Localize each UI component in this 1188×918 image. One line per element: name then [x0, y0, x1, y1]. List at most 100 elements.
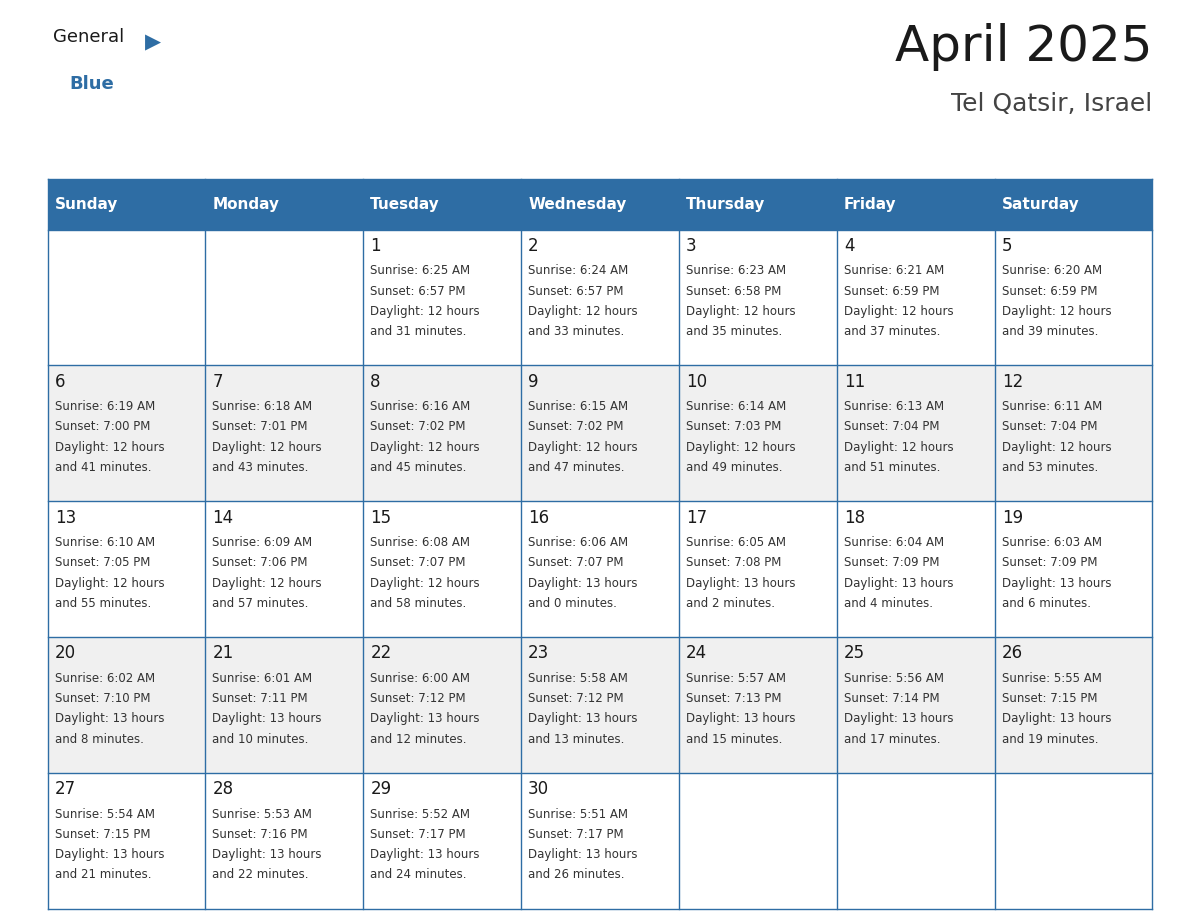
Bar: [994, 179, 1152, 230]
Text: and 51 minutes.: and 51 minutes.: [843, 461, 940, 474]
Text: ▶: ▶: [145, 32, 160, 52]
Bar: [994, 773, 1152, 909]
Text: Sunset: 7:15 PM: Sunset: 7:15 PM: [1001, 692, 1098, 705]
Text: 15: 15: [371, 509, 391, 527]
Text: Sunset: 7:06 PM: Sunset: 7:06 PM: [213, 556, 308, 569]
Bar: [364, 365, 522, 501]
Text: and 45 minutes.: and 45 minutes.: [371, 461, 467, 474]
Text: Sunrise: 5:51 AM: Sunrise: 5:51 AM: [529, 808, 628, 821]
Text: Sunset: 7:09 PM: Sunset: 7:09 PM: [843, 556, 940, 569]
Text: and 33 minutes.: and 33 minutes.: [529, 325, 625, 338]
Text: Sunrise: 6:19 AM: Sunrise: 6:19 AM: [55, 400, 154, 413]
Text: and 0 minutes.: and 0 minutes.: [529, 597, 617, 610]
Bar: [836, 230, 994, 365]
Bar: [678, 773, 836, 909]
Text: 11: 11: [843, 373, 865, 391]
Text: Daylight: 13 hours: Daylight: 13 hours: [213, 848, 322, 861]
Text: Daylight: 13 hours: Daylight: 13 hours: [1001, 577, 1111, 589]
Bar: [48, 637, 206, 773]
Text: 10: 10: [685, 373, 707, 391]
Text: Sunset: 7:07 PM: Sunset: 7:07 PM: [529, 556, 624, 569]
Text: and 58 minutes.: and 58 minutes.: [371, 597, 467, 610]
Text: Daylight: 13 hours: Daylight: 13 hours: [55, 712, 164, 725]
Text: Daylight: 12 hours: Daylight: 12 hours: [685, 305, 796, 318]
Text: and 12 minutes.: and 12 minutes.: [371, 733, 467, 745]
Bar: [206, 230, 364, 365]
Bar: [678, 365, 836, 501]
Text: 20: 20: [55, 644, 76, 663]
Text: Sunrise: 6:20 AM: Sunrise: 6:20 AM: [1001, 264, 1101, 277]
Text: Daylight: 13 hours: Daylight: 13 hours: [529, 848, 638, 861]
Text: Sunset: 7:15 PM: Sunset: 7:15 PM: [55, 828, 150, 841]
Text: 23: 23: [529, 644, 549, 663]
Text: Daylight: 13 hours: Daylight: 13 hours: [371, 848, 480, 861]
Text: 6: 6: [55, 373, 65, 391]
Text: and 4 minutes.: and 4 minutes.: [843, 597, 933, 610]
Text: April 2025: April 2025: [895, 23, 1152, 71]
Text: Sunrise: 6:16 AM: Sunrise: 6:16 AM: [371, 400, 470, 413]
Text: 27: 27: [55, 780, 76, 799]
Text: and 41 minutes.: and 41 minutes.: [55, 461, 151, 474]
Text: Sunset: 7:02 PM: Sunset: 7:02 PM: [371, 420, 466, 433]
Text: and 13 minutes.: and 13 minutes.: [529, 733, 625, 745]
Bar: [48, 230, 206, 365]
Text: Daylight: 12 hours: Daylight: 12 hours: [1001, 441, 1111, 453]
Text: Daylight: 13 hours: Daylight: 13 hours: [213, 712, 322, 725]
Text: Daylight: 13 hours: Daylight: 13 hours: [1001, 712, 1111, 725]
Text: and 35 minutes.: and 35 minutes.: [685, 325, 782, 338]
Text: Monday: Monday: [213, 196, 279, 212]
Text: 8: 8: [371, 373, 381, 391]
Text: 17: 17: [685, 509, 707, 527]
Text: Daylight: 12 hours: Daylight: 12 hours: [843, 441, 954, 453]
Text: Daylight: 13 hours: Daylight: 13 hours: [371, 712, 480, 725]
Bar: [994, 637, 1152, 773]
Text: Daylight: 12 hours: Daylight: 12 hours: [55, 577, 164, 589]
Text: Sunset: 7:17 PM: Sunset: 7:17 PM: [529, 828, 624, 841]
Bar: [206, 773, 364, 909]
Text: and 17 minutes.: and 17 minutes.: [843, 733, 941, 745]
Text: Sunset: 7:07 PM: Sunset: 7:07 PM: [371, 556, 466, 569]
Text: Sunset: 7:03 PM: Sunset: 7:03 PM: [685, 420, 782, 433]
Text: Sunrise: 6:00 AM: Sunrise: 6:00 AM: [371, 672, 470, 685]
Text: Sunset: 7:13 PM: Sunset: 7:13 PM: [685, 692, 782, 705]
Bar: [364, 230, 522, 365]
Bar: [48, 501, 206, 637]
Text: and 55 minutes.: and 55 minutes.: [55, 597, 151, 610]
Text: Sunrise: 5:57 AM: Sunrise: 5:57 AM: [685, 672, 786, 685]
Text: and 57 minutes.: and 57 minutes.: [213, 597, 309, 610]
Text: and 6 minutes.: and 6 minutes.: [1001, 597, 1091, 610]
Text: Sunset: 6:59 PM: Sunset: 6:59 PM: [843, 285, 940, 297]
Text: Sunrise: 6:14 AM: Sunrise: 6:14 AM: [685, 400, 786, 413]
Text: 3: 3: [685, 237, 696, 255]
Text: Sunrise: 6:18 AM: Sunrise: 6:18 AM: [213, 400, 312, 413]
Text: Thursday: Thursday: [685, 196, 765, 212]
Text: Sunrise: 6:24 AM: Sunrise: 6:24 AM: [529, 264, 628, 277]
Bar: [522, 773, 678, 909]
Text: Daylight: 13 hours: Daylight: 13 hours: [843, 712, 953, 725]
Text: 21: 21: [213, 644, 234, 663]
Bar: [994, 501, 1152, 637]
Text: Sunset: 6:58 PM: Sunset: 6:58 PM: [685, 285, 782, 297]
Text: 18: 18: [843, 509, 865, 527]
Bar: [522, 365, 678, 501]
Bar: [206, 365, 364, 501]
Text: 22: 22: [371, 644, 392, 663]
Text: and 37 minutes.: and 37 minutes.: [843, 325, 940, 338]
Text: Daylight: 13 hours: Daylight: 13 hours: [55, 848, 164, 861]
Text: Daylight: 12 hours: Daylight: 12 hours: [55, 441, 164, 453]
Bar: [522, 501, 678, 637]
Text: Sunrise: 6:10 AM: Sunrise: 6:10 AM: [55, 536, 154, 549]
Text: 19: 19: [1001, 509, 1023, 527]
Bar: [364, 773, 522, 909]
Text: and 53 minutes.: and 53 minutes.: [1001, 461, 1098, 474]
Text: General: General: [53, 28, 125, 46]
Text: Daylight: 13 hours: Daylight: 13 hours: [529, 712, 638, 725]
Text: Friday: Friday: [843, 196, 897, 212]
Text: 7: 7: [213, 373, 223, 391]
Text: Sunrise: 5:56 AM: Sunrise: 5:56 AM: [843, 672, 943, 685]
Text: Sunrise: 5:58 AM: Sunrise: 5:58 AM: [529, 672, 628, 685]
Text: Daylight: 12 hours: Daylight: 12 hours: [213, 441, 322, 453]
Text: and 22 minutes.: and 22 minutes.: [213, 868, 309, 881]
Text: Sunset: 7:14 PM: Sunset: 7:14 PM: [843, 692, 940, 705]
Text: and 2 minutes.: and 2 minutes.: [685, 597, 775, 610]
